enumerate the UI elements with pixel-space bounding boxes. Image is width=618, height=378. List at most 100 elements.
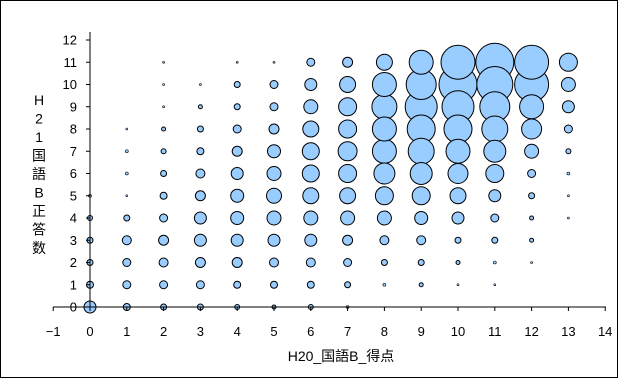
bubble-x7-y6 [338, 164, 358, 183]
bubble-x7-y10 [339, 76, 357, 93]
y-tick-label: 9 [70, 99, 77, 114]
x-tick-label: 4 [234, 324, 241, 339]
bubble-x8-y9 [371, 93, 398, 120]
bubble-x7-y7 [337, 141, 358, 162]
x-tick-label: 3 [197, 324, 204, 339]
bubble-x7-y4 [340, 210, 356, 226]
bubble-x4-y5 [230, 188, 245, 203]
bubble-x11-y7 [483, 139, 507, 163]
bubble-x8-y8 [371, 116, 397, 142]
bubble-x10-y6 [447, 163, 469, 184]
x-tick-label: 6 [307, 324, 314, 339]
bubble-x10-y7 [445, 138, 471, 164]
bubble-x11-y4 [490, 213, 500, 223]
bubble-x5-y6 [266, 166, 282, 181]
y-tick-label: 12 [63, 33, 77, 48]
bubble-x4-y10 [233, 81, 241, 88]
bubble-x5-y7 [267, 144, 281, 159]
bubble-x7-y9 [338, 97, 358, 117]
bubble-x12-y11 [514, 44, 550, 80]
bubble-x9-y1 [418, 282, 424, 288]
bubble-x6-y9 [303, 99, 319, 115]
bubble-x2-y11 [162, 60, 165, 64]
x-tick-label: 12 [524, 324, 538, 339]
bubble-x12-y9 [519, 94, 545, 120]
x-tick-label: 5 [270, 324, 277, 339]
bubble-x2-y10 [162, 83, 165, 86]
bubble-x11-y6 [485, 164, 505, 183]
bubble-x4-y3 [230, 233, 244, 247]
bubble-x12-y5 [528, 192, 536, 200]
bubble-x8-y1 [382, 282, 387, 287]
bubble-x11-y3 [491, 236, 499, 244]
bubble-x2-y1 [159, 280, 169, 290]
x-tick-label: 13 [561, 324, 575, 339]
bubble-x6-y11 [306, 57, 316, 67]
bubble-x2-y6 [160, 170, 168, 177]
bubble-x3-y1 [195, 280, 205, 290]
bubble-x6-y8 [302, 120, 320, 138]
bubble-x10-y1 [456, 283, 460, 287]
bubble-x4-y7 [231, 145, 243, 157]
x-tick-label: 10 [451, 324, 465, 339]
bubble-x13-y6 [566, 171, 571, 176]
bubble-x8-y6 [373, 162, 396, 185]
bubble-x2-y3 [158, 234, 170, 246]
bubble-x4-y1 [233, 280, 242, 289]
x-tick-label: 2 [160, 324, 167, 339]
bubble-x7-y8 [338, 119, 358, 139]
bubble-x9-y3 [416, 235, 427, 246]
y-tick-label: 1 [70, 277, 77, 292]
bubble-layer [83, 42, 578, 314]
bubble-x5-y5 [266, 187, 282, 204]
bubble-x6-y4 [303, 210, 319, 226]
bubble-x9-y11 [408, 49, 434, 75]
bubble-x8-y5 [374, 186, 394, 206]
bubble-x1-y4 [123, 214, 131, 222]
bubble-x5-y3 [267, 233, 281, 247]
x-tick-label: 11 [488, 324, 502, 339]
bubble-x12-y8 [521, 118, 543, 140]
bubble-x13-y10 [560, 77, 576, 92]
bubble-x12-y2 [530, 261, 533, 264]
bubble-x4-y8 [232, 124, 242, 134]
bubble-x2-y9 [162, 105, 165, 109]
bubble-x7-y2 [343, 258, 353, 267]
y-tick-label: 6 [70, 166, 77, 181]
bubble-x10-y3 [454, 236, 462, 244]
y-tick-label: 0 [70, 300, 77, 315]
x-tick-label: 9 [418, 324, 425, 339]
bubble-x3-y6 [195, 168, 206, 179]
bubble-x4-y11 [235, 60, 239, 64]
y-tick-label: 7 [70, 144, 77, 159]
bubble-x3-y3 [193, 233, 207, 247]
y-tick-label: 4 [70, 211, 77, 226]
x-tick-label: 1 [123, 324, 130, 339]
bubble-x9-y2 [417, 259, 425, 266]
bubble-x1-y3 [121, 235, 132, 246]
bubble-x10-y2 [455, 260, 461, 265]
y-tick-label: 3 [70, 233, 77, 248]
bubble-x6-y3 [304, 233, 318, 247]
bubble-x8-y11 [375, 53, 393, 71]
y-tick-label: 8 [70, 122, 77, 137]
y-tick-label: 2 [70, 255, 77, 270]
bubble-x5-y2 [269, 257, 279, 268]
bubble-x4-y6 [230, 167, 244, 180]
bubble-x9-y4 [414, 211, 429, 225]
bubble-x1-y2 [122, 258, 132, 267]
y-tick-label: 5 [70, 188, 77, 203]
bubble-x3-y2 [194, 257, 206, 268]
bubble-x3-y8 [196, 125, 204, 133]
bubble-x5-y4 [266, 210, 282, 226]
bubble-x4-y4 [230, 211, 245, 225]
bubble-x3-y5 [194, 190, 206, 202]
bubble-x8-y3 [379, 235, 390, 246]
bubble-x2-y2 [158, 257, 169, 268]
bubble-x5-y9 [269, 102, 279, 112]
bubble-x2-y4 [159, 213, 169, 223]
bubble-x6-y10 [304, 78, 318, 91]
bubble-x2-y8 [161, 126, 167, 132]
